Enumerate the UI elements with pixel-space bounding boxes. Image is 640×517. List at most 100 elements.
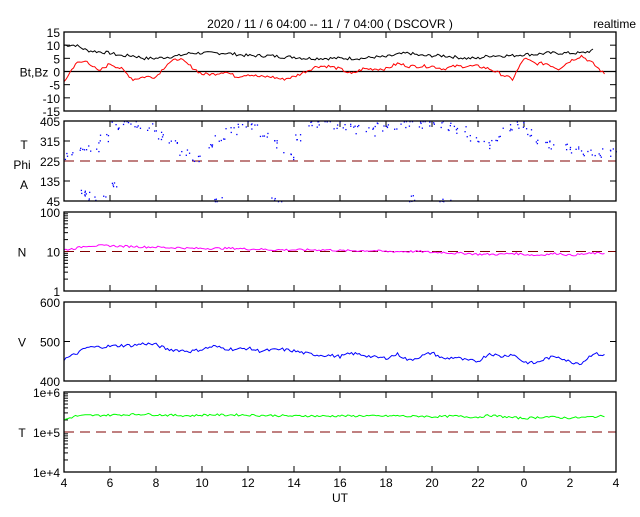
x-tick-label: 18 (379, 476, 393, 490)
phi-point (511, 129, 513, 131)
phi-point (522, 126, 525, 128)
phi-point (498, 136, 500, 138)
phi-point (197, 155, 200, 158)
phi-point (610, 150, 612, 152)
phi-point (358, 124, 360, 127)
phi-point (107, 134, 110, 137)
y-axis-label: Bt,Bz (20, 66, 49, 80)
phi-point (214, 135, 216, 137)
phi-point (113, 182, 116, 184)
x-tick-label: 8 (153, 476, 160, 490)
phi-point (221, 197, 223, 199)
x-tick-label: 16 (333, 476, 347, 490)
phi-point (185, 154, 187, 156)
phi-point (429, 125, 431, 127)
phi-point (245, 126, 247, 128)
phi-point (569, 146, 572, 149)
phi-point (429, 121, 431, 123)
phi-point (342, 127, 344, 129)
phi-point (293, 156, 295, 159)
y-axis-label: N (18, 246, 27, 260)
phi-point (139, 127, 142, 129)
phi-point (262, 135, 264, 137)
phi-point (516, 121, 519, 123)
phi-point (64, 158, 67, 161)
phi-point (88, 145, 90, 147)
panel-frame (63, 120, 617, 202)
x-tick-label: 2 (567, 476, 574, 490)
phi-point (107, 140, 109, 143)
y-tick-label: -10 (43, 92, 61, 106)
phi-point (256, 124, 259, 126)
phi-point (127, 121, 130, 124)
phi-point (355, 133, 357, 135)
y-tick-label: 405 (40, 115, 60, 129)
phi-point (283, 152, 285, 154)
phi-point (160, 131, 163, 134)
phi-point (299, 134, 302, 136)
phi-point (326, 121, 328, 123)
phi-point (199, 155, 201, 157)
phi-point (276, 140, 278, 142)
phi-point (211, 144, 214, 146)
phi-point (510, 128, 512, 130)
phi-point (509, 130, 511, 132)
phi-point (465, 126, 467, 128)
phi-point (296, 139, 298, 141)
phi-point (117, 128, 119, 131)
phi-point (354, 125, 356, 127)
phi-point (237, 123, 239, 126)
phi-point (372, 128, 374, 130)
phi-point (181, 150, 183, 153)
phi-point (174, 140, 177, 142)
phi-point (79, 149, 81, 151)
phi-point (527, 133, 529, 136)
phi-point (499, 135, 501, 138)
y-axis-label: T (20, 138, 28, 152)
phi-point (153, 130, 156, 132)
y-tick-label: -15 (43, 105, 61, 119)
phi-point (148, 127, 150, 129)
phi-point (99, 134, 102, 136)
phi-point (230, 131, 232, 134)
phi-point (211, 146, 213, 148)
realtime-label: realtime (593, 17, 636, 31)
phi-point (509, 124, 512, 126)
phi-point (517, 123, 519, 126)
phi-point (103, 195, 105, 197)
phi-point (116, 186, 118, 188)
phi-point (536, 142, 539, 145)
phi-point (578, 148, 580, 150)
phi-point (188, 152, 191, 154)
phi-point (368, 127, 370, 129)
phi-point (111, 182, 114, 185)
x-tick-label: 14 (287, 476, 301, 490)
phi-point (387, 124, 390, 126)
y-tick-label: 225 (40, 155, 60, 169)
phi-point (170, 140, 172, 142)
phi-point (152, 123, 154, 125)
phi-point (237, 126, 240, 128)
series-n (63, 244, 605, 257)
phi-point (236, 133, 238, 136)
phi-point (186, 149, 189, 151)
phi-point (594, 154, 596, 157)
phi-point (469, 140, 472, 142)
y-axis-label: A (20, 178, 28, 192)
phi-point (365, 130, 367, 133)
phi-point (518, 127, 520, 129)
phi-point (276, 147, 278, 149)
phi-point (136, 126, 138, 128)
phi-point (230, 127, 232, 129)
y-tick-label: 1e+4 (33, 466, 60, 480)
phi-point (290, 153, 292, 155)
y-tick-label: 135 (40, 175, 60, 189)
phi-point (122, 123, 125, 126)
phi-point (502, 127, 504, 129)
phi-point (545, 141, 547, 144)
phi-point (491, 139, 493, 142)
phi-point (168, 142, 170, 144)
phi-point (273, 199, 276, 201)
